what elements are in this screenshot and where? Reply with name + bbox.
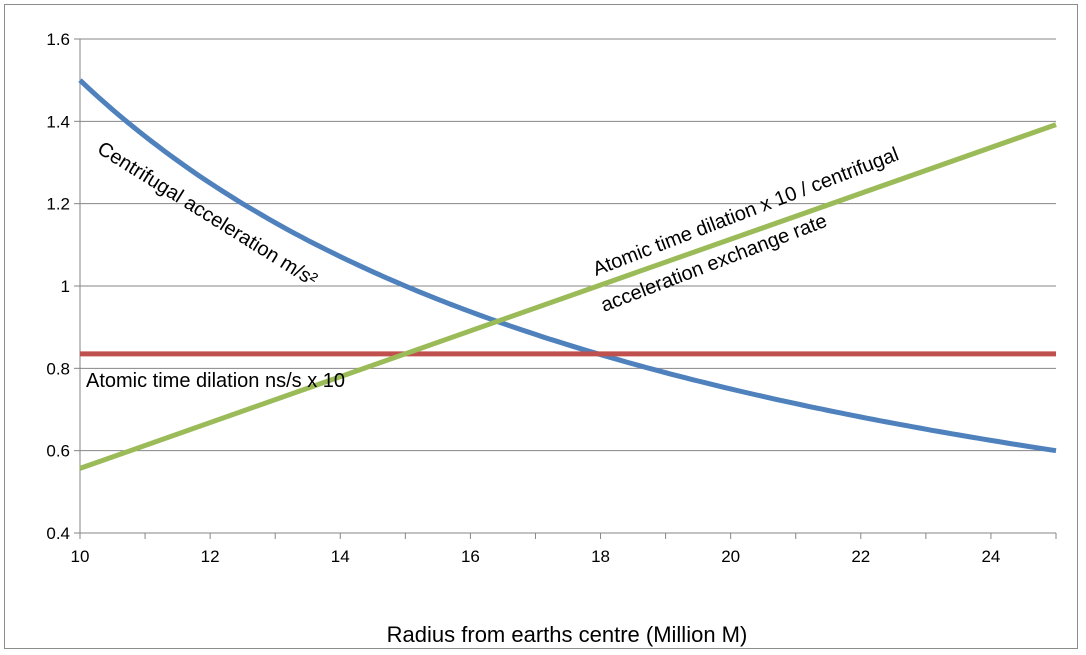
x-tick-label: 22	[851, 547, 870, 566]
y-tick-label: 1.4	[46, 112, 70, 131]
x-tick-label: 16	[461, 547, 480, 566]
y-tick-label: 0.6	[46, 442, 70, 461]
centrifugal-series-label: Centrifugal acceleration m/s²	[93, 138, 321, 292]
x-tick-label: 10	[71, 547, 90, 566]
y-tick-labels: 0.4 0.6 0.8 1 1.2 1.4 1.6	[46, 30, 70, 543]
x-tick-labels: 10 12 14 16 18 20 22 24	[71, 547, 1001, 566]
x-tick-label: 12	[201, 547, 220, 566]
x-tick-label: 14	[331, 547, 350, 566]
series-line-centrifugal	[78, 78, 1057, 454]
gridlines	[80, 38, 1056, 452]
y-tick-label: 0.8	[46, 359, 70, 378]
x-tick-label: 18	[591, 547, 610, 566]
y-tick-label: 1.2	[46, 195, 70, 214]
y-tick-label: 1.6	[46, 30, 70, 49]
y-tick-label: 0.4	[46, 524, 70, 543]
dilation-series-label: Atomic time dilation ns/s x 10	[86, 370, 345, 392]
x-tick-label: 24	[981, 547, 1000, 566]
chart-frame	[4, 4, 1078, 649]
series-lines	[78, 78, 1057, 471]
series-line-ratio	[79, 122, 1057, 471]
y-tick-label: 1	[61, 277, 70, 296]
x-axis-title: Radius from earths centre (Million M)	[387, 622, 748, 647]
axes	[74, 38, 1057, 539]
x-tick-label: 20	[721, 547, 740, 566]
